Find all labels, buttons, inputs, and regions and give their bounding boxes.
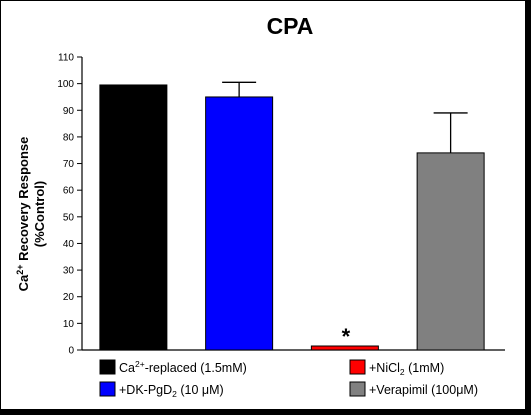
y-tick-label: 60 (63, 186, 75, 197)
y-tick-label: 90 (63, 106, 75, 117)
y-tick-label: 80 (63, 132, 75, 143)
annotations: * (342, 324, 351, 349)
y-tick-label: 10 (63, 319, 75, 330)
legend-swatch (99, 381, 116, 397)
bar-dk-pgd2-10-m (205, 96, 274, 351)
significance-star: * (342, 324, 351, 349)
y-tick-label: 110 (58, 53, 74, 64)
y-label-rest: Recovery Response (16, 137, 31, 265)
y-tick-label: 50 (63, 212, 75, 223)
y-tick-label: 100 (57, 79, 74, 90)
y-label-line2: (%Control) (32, 181, 47, 247)
legend-label: +DK-PgD2 (10 μM) (119, 383, 224, 399)
bar-verapimil-100-m (416, 152, 485, 351)
legend-swatch (349, 381, 366, 397)
legend: Ca2+-replaced (1.5mM) +DK-PgD2 (10 μM) +Ni… (99, 359, 478, 399)
y-label-superscript: 2+ (15, 265, 25, 275)
legend-label: Ca2+-replaced (1.5mM) (119, 359, 247, 375)
chart-title: CPA (267, 13, 314, 39)
error-bars (222, 81, 468, 153)
legend-label: +NiCl2 (1mM) (369, 361, 444, 377)
legend-swatch (99, 359, 116, 375)
y-ticks: 0 10 20 30 40 50 60 70 80 90 100 110 (57, 53, 82, 357)
legend-swatch (349, 359, 366, 375)
y-tick-label: 70 (63, 159, 75, 170)
bar-ca2-replaced-1-5mm (99, 84, 168, 351)
y-tick-label: 40 (63, 239, 75, 250)
y-tick-label: 0 (68, 346, 74, 357)
bar-nicl2-1mm (310, 345, 379, 351)
bars (99, 84, 485, 351)
y-label-ca: Ca (16, 274, 31, 291)
y-tick-label: 20 (63, 292, 75, 303)
y-axis-label: Ca2+ Recovery Response (%Control) (15, 137, 47, 292)
y-tick-label: 30 (63, 266, 75, 277)
svg-text:Ca2+ Recovery Response: Ca2+ Recovery Response (15, 137, 31, 292)
legend-label: +Verapimil (100μM) (369, 383, 478, 397)
